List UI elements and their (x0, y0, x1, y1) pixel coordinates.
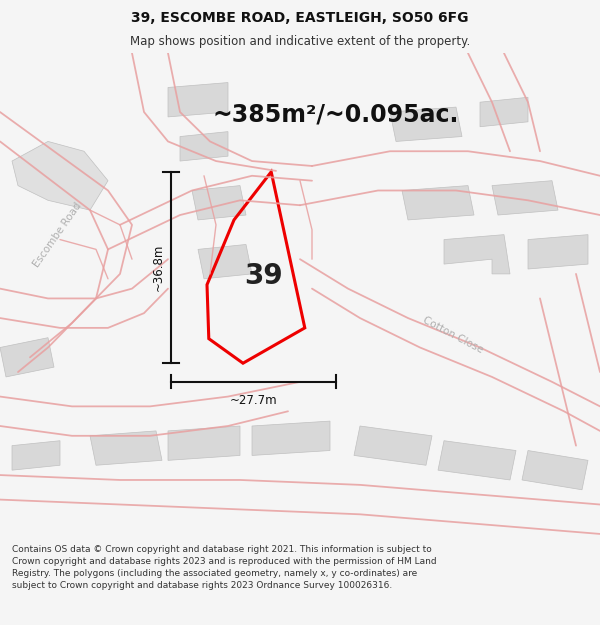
Polygon shape (354, 426, 432, 465)
Polygon shape (480, 98, 528, 127)
Text: 39, ESCOMBE ROAD, EASTLEIGH, SO50 6FG: 39, ESCOMBE ROAD, EASTLEIGH, SO50 6FG (131, 11, 469, 24)
Text: Map shows position and indicative extent of the property.: Map shows position and indicative extent… (130, 34, 470, 48)
Text: Cotton Close: Cotton Close (421, 315, 485, 356)
Polygon shape (168, 82, 228, 117)
Polygon shape (438, 441, 516, 480)
Polygon shape (492, 181, 558, 215)
Text: 39: 39 (245, 262, 283, 291)
Polygon shape (444, 234, 510, 274)
Polygon shape (402, 186, 474, 220)
Text: ~36.8m: ~36.8m (151, 244, 164, 291)
Polygon shape (12, 441, 60, 470)
Polygon shape (0, 338, 54, 377)
Text: ~385m²/~0.095ac.: ~385m²/~0.095ac. (213, 102, 459, 126)
Polygon shape (168, 426, 240, 461)
Polygon shape (528, 234, 588, 269)
Polygon shape (180, 132, 228, 161)
Polygon shape (12, 141, 108, 210)
Polygon shape (522, 451, 588, 490)
Text: Contains OS data © Crown copyright and database right 2021. This information is : Contains OS data © Crown copyright and d… (12, 546, 437, 590)
Polygon shape (198, 244, 252, 279)
Polygon shape (390, 107, 462, 141)
Polygon shape (252, 421, 330, 456)
Polygon shape (192, 186, 246, 220)
Text: Escombe Road: Escombe Road (31, 201, 83, 269)
Text: ~27.7m: ~27.7m (230, 394, 277, 407)
Polygon shape (90, 431, 162, 465)
